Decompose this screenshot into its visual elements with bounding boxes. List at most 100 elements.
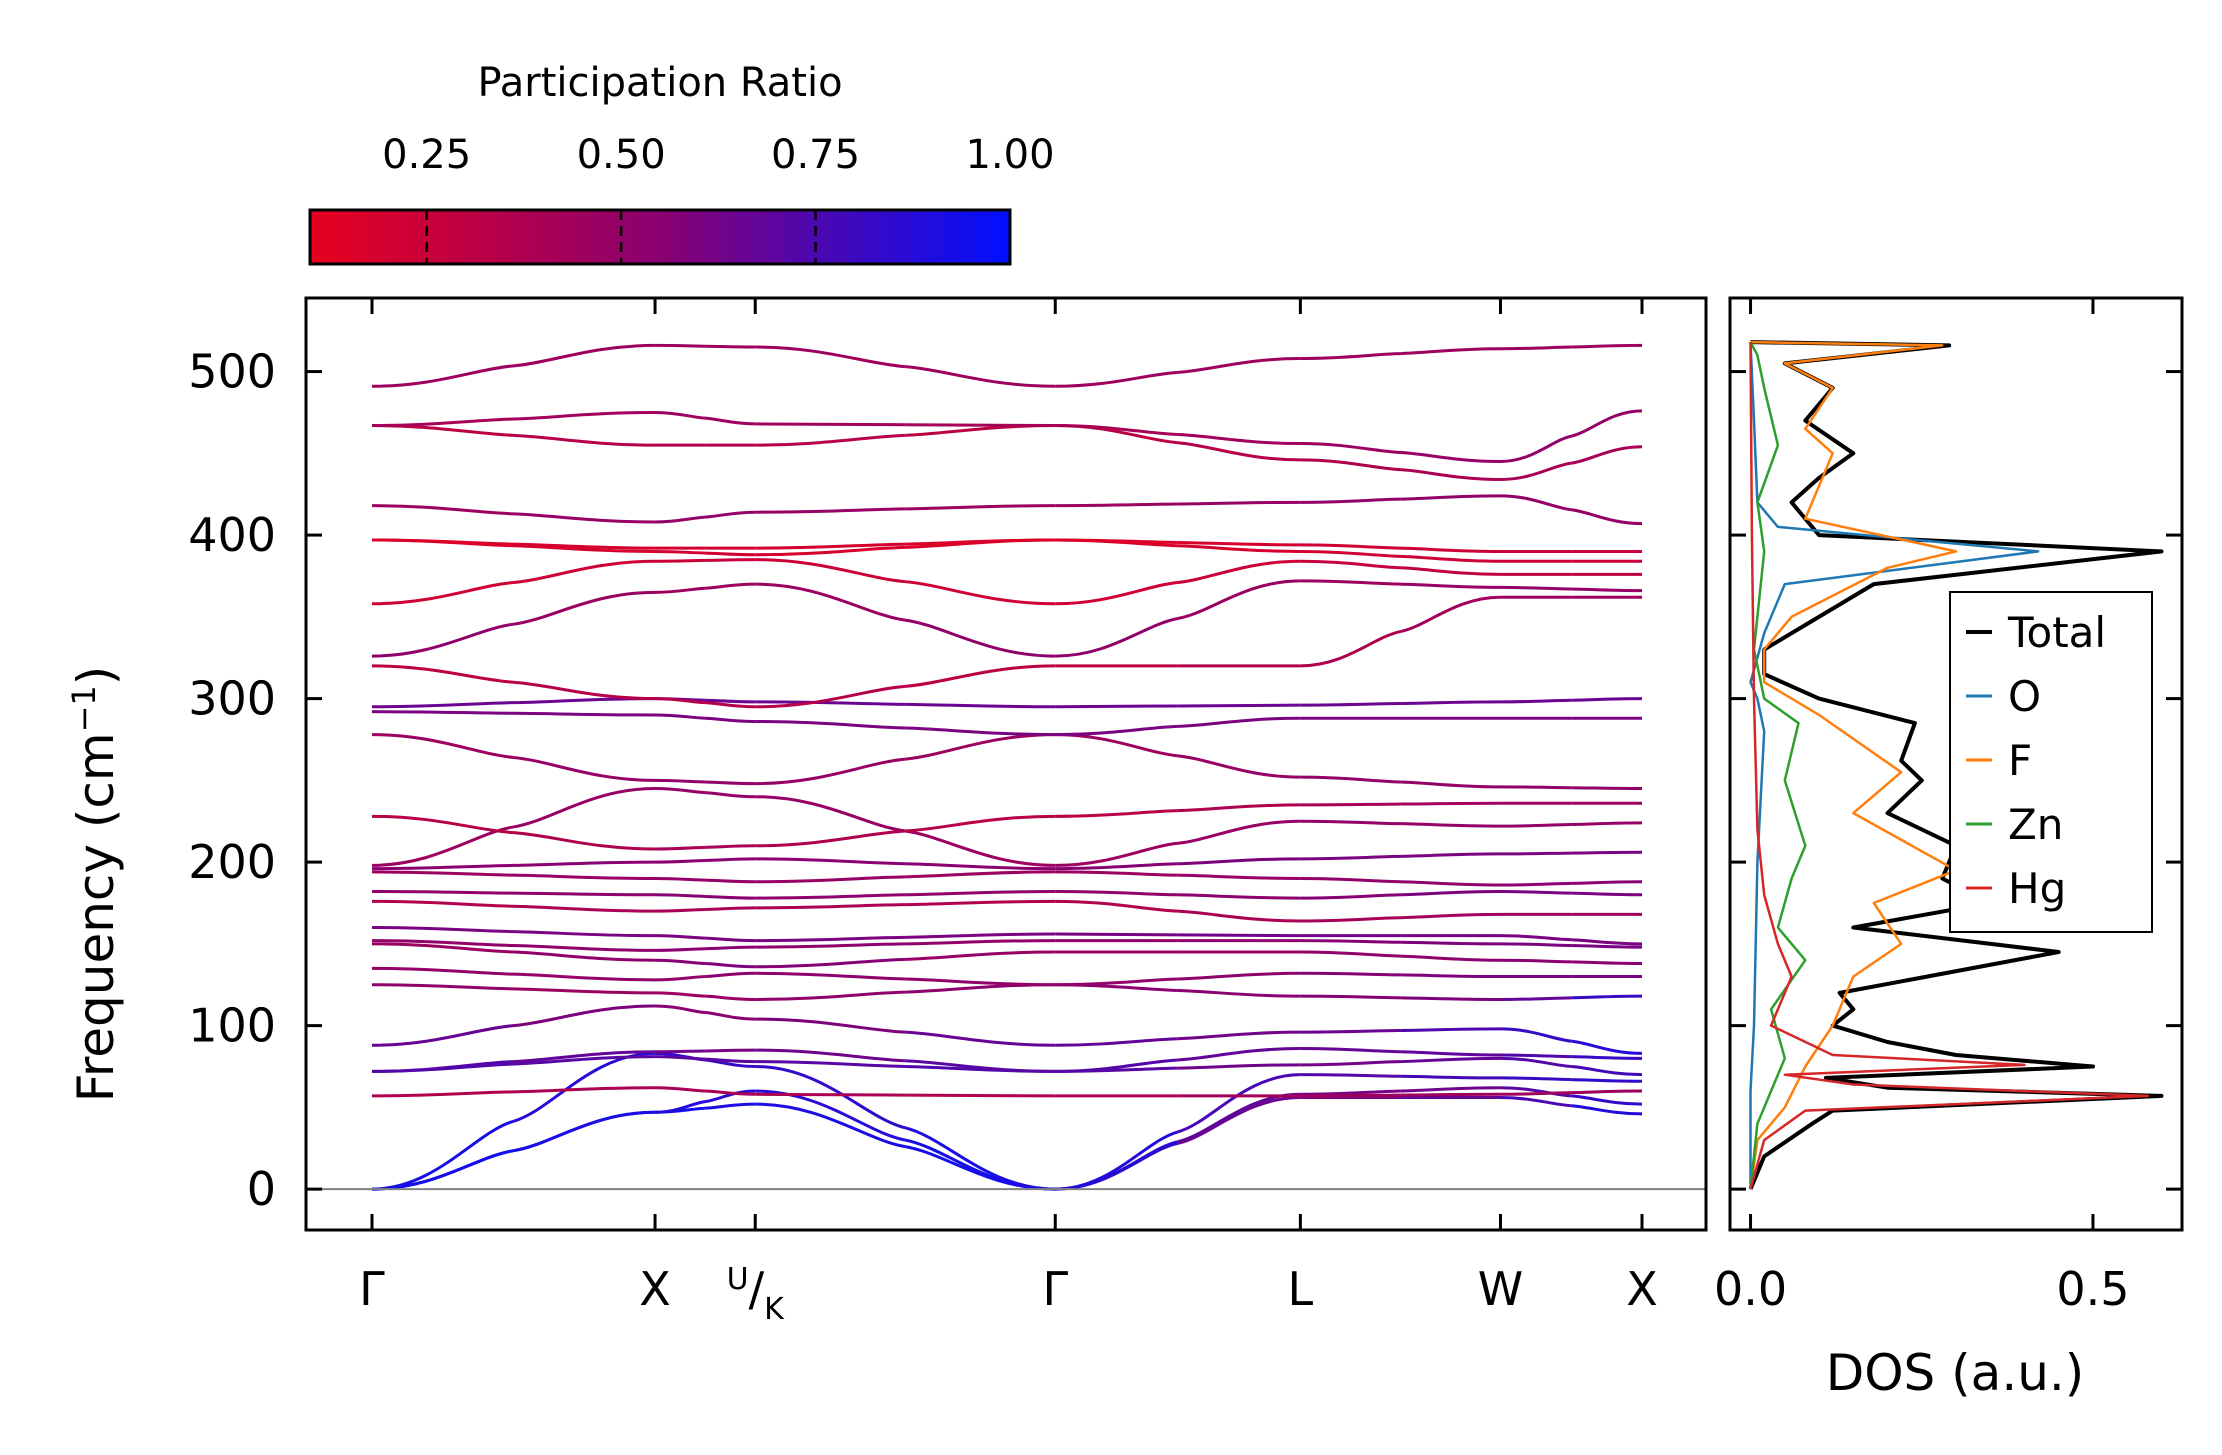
- band-segment: [655, 934, 706, 940]
- band-segment: [755, 558, 906, 584]
- dos-ticks: 0.0 0.5: [1714, 298, 2182, 1316]
- band-segment: [655, 558, 706, 563]
- band-segment: [513, 930, 656, 938]
- band-segment: [1300, 1060, 1401, 1067]
- band-segment: [905, 899, 1056, 907]
- k-point-label: U/K: [727, 1262, 785, 1327]
- band-segment: [513, 831, 656, 851]
- band-segment: [1177, 754, 1301, 779]
- band-segment: [513, 512, 656, 524]
- band-segment: [513, 904, 656, 913]
- band-segment: [904, 1126, 1056, 1191]
- k-point-label: X: [639, 1262, 671, 1316]
- band-segment: [1571, 587, 1643, 593]
- band-segment: [1571, 1089, 1643, 1095]
- band-segment: [655, 975, 706, 982]
- band-segment: [1300, 994, 1401, 1000]
- band-segment: [1571, 938, 1643, 946]
- k-point-label: Γ: [1042, 1262, 1068, 1316]
- band-segment: [513, 972, 656, 982]
- band-segment: [1300, 971, 1401, 977]
- band-segment: [655, 778, 706, 784]
- band-segment: [1177, 873, 1301, 880]
- phonon-band: [371, 1055, 1643, 1077]
- band-segment: [905, 862, 1056, 871]
- colorbar-tick-label: 1.00: [965, 132, 1054, 178]
- band-segment: [755, 684, 906, 709]
- phonon-band: [371, 579, 1643, 658]
- band-segment: [513, 891, 656, 897]
- band-segment: [1300, 802, 1401, 807]
- band-segment: [1177, 933, 1301, 938]
- band-segment: [655, 343, 706, 348]
- band-segment: [755, 990, 906, 1001]
- band-segment: [1570, 409, 1643, 438]
- band-segment: [905, 1030, 1056, 1047]
- band-segment: [1300, 559, 1401, 570]
- band-segment: [1177, 579, 1301, 620]
- band-segment: [1500, 1096, 1572, 1108]
- phonon-band: [371, 890, 1643, 900]
- band-segment: [371, 664, 514, 684]
- band-segment: [705, 844, 756, 849]
- band-segment: [371, 1119, 514, 1191]
- band-segment: [371, 701, 514, 709]
- band-segment: [513, 680, 656, 701]
- band-segment: [705, 582, 756, 590]
- band-segment: [513, 943, 656, 952]
- band-segment: [1400, 880, 1501, 887]
- band-segment: [755, 957, 906, 969]
- band-segment: [1055, 1140, 1179, 1191]
- band-segment: [1500, 822, 1572, 828]
- y-axis-title: Frequency (cm−1): [65, 666, 125, 1103]
- band-segment: [1571, 508, 1643, 526]
- band-segment: [705, 716, 756, 723]
- band-segment: [755, 542, 906, 550]
- band-segment: [1400, 912, 1501, 920]
- band-segment: [1400, 582, 1501, 589]
- band-segment: [904, 1138, 1056, 1191]
- band-segment: [905, 504, 1056, 511]
- band-segment: [655, 908, 706, 913]
- band-segment: [1055, 977, 1178, 987]
- phonon-band: [371, 558, 1642, 606]
- band-structure-panel: 0 100 200 300 400 500 Γ X U/K Γ L W X Frequency (cm…: [65, 296, 1708, 1327]
- band-segment: [1500, 494, 1572, 512]
- band-segment: [1500, 345, 1572, 351]
- colorbar-gradient: [308, 208, 1012, 266]
- band-segment: [1571, 1064, 1643, 1077]
- phonon-band: [371, 1086, 1643, 1098]
- legend-label: Total: [2007, 608, 2106, 657]
- band-segment: [705, 791, 756, 799]
- band-segment: [371, 1090, 514, 1098]
- band-segment: [513, 787, 656, 829]
- legend-label: Zn: [2008, 800, 2063, 849]
- band-segment: [1055, 704, 1178, 709]
- y-tick-label: 100: [188, 999, 276, 1053]
- phonon-band: [371, 983, 1643, 1001]
- band-segment: [705, 994, 756, 1001]
- band-segment: [1571, 697, 1643, 702]
- colorbar-tick-label: 0.25: [382, 132, 471, 178]
- phonon-band: [371, 409, 1643, 464]
- band-segment: [371, 814, 514, 835]
- band-segment: [905, 814, 1056, 833]
- band-segment: [905, 664, 1056, 688]
- dos-series-hg: [1749, 342, 2150, 1190]
- colorbar-tick-label: 0.50: [577, 132, 666, 178]
- band-segment: [1055, 502, 1178, 508]
- band-segment: [705, 416, 756, 426]
- band-segment: [371, 1060, 514, 1073]
- colorbar-tick-label: 0.75: [771, 132, 860, 178]
- k-point-label: L: [1288, 1262, 1314, 1316]
- band-segment: [1500, 785, 1572, 790]
- band-segment: [1300, 854, 1401, 861]
- band-segment: [705, 1102, 756, 1110]
- band-segment: [905, 365, 1056, 388]
- band-segment: [1300, 1089, 1401, 1096]
- band-segment: [371, 710, 514, 715]
- band-segment: [513, 711, 656, 717]
- band-segment: [371, 424, 514, 437]
- band-segment: [1400, 1056, 1501, 1064]
